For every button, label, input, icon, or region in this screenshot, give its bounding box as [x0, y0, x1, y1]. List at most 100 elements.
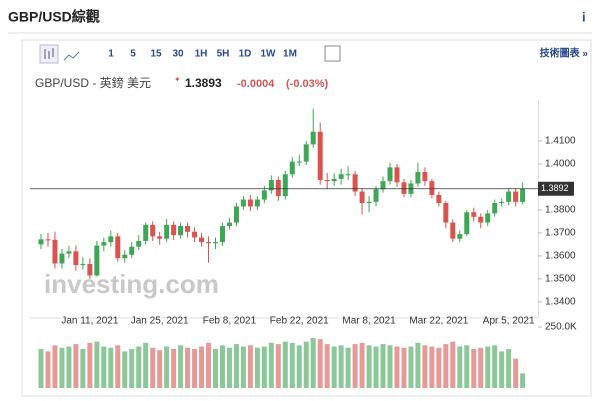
candle-body — [171, 224, 177, 236]
volume-bar — [206, 342, 212, 388]
candle-body — [45, 239, 51, 241]
alert-icon: ✦ — [174, 75, 181, 84]
x-tick-label: Feb 22, 2021 — [270, 316, 329, 327]
tech-chart-link[interactable]: 技術圖表 » — [540, 47, 589, 60]
candle-body — [268, 180, 274, 191]
x-tick-label: Mar 22, 2021 — [409, 316, 468, 327]
candle-body — [499, 201, 505, 204]
candle-body — [513, 191, 519, 202]
x-tick-label: Jan 11, 2021 — [61, 316, 119, 327]
candle-body — [380, 181, 386, 190]
candle-body — [415, 171, 421, 184]
candle-body — [66, 251, 72, 254]
candle-body — [296, 161, 302, 163]
last-price: 1.3893 — [185, 76, 222, 90]
candle-body — [324, 180, 330, 182]
price-axis — [538, 100, 539, 318]
volume-bar — [436, 347, 442, 388]
candle-body — [150, 224, 156, 237]
chart-panel — [21, 39, 592, 397]
candle-body — [80, 263, 86, 266]
price-label-box — [538, 181, 574, 196]
info-button[interactable]: i — [582, 9, 586, 24]
volume-bar — [485, 346, 491, 388]
volume-bar — [520, 373, 526, 388]
candle-body — [429, 181, 435, 195]
area-icon[interactable] — [63, 51, 80, 61]
interval-button[interactable]: 5 — [130, 49, 136, 60]
volume-bar — [73, 344, 79, 388]
candle-body — [422, 171, 428, 182]
candle-body — [192, 231, 198, 238]
interval-button[interactable]: 1W — [261, 49, 277, 60]
candle-body — [233, 206, 239, 223]
interval-button[interactable]: 15 — [150, 49, 162, 60]
volume-bar — [513, 358, 519, 388]
volume-bar — [108, 347, 114, 388]
volume-bar — [268, 342, 274, 388]
candle-body — [485, 213, 491, 223]
candle-body — [261, 190, 267, 200]
volume-bar — [45, 351, 51, 388]
volume-bar — [450, 341, 456, 388]
candle-body — [52, 239, 58, 264]
candle-body — [254, 199, 260, 207]
candle-body — [219, 226, 225, 243]
candle-body — [206, 242, 212, 244]
volume-bar — [185, 347, 191, 388]
interval-button[interactable]: 1H — [195, 49, 208, 60]
candle-body — [338, 174, 344, 179]
volume-bar — [164, 346, 170, 388]
x-tick-label: Jan 25, 2021 — [131, 316, 189, 327]
volume-bar — [457, 346, 463, 388]
volume-bar — [422, 345, 428, 388]
volume-bar — [506, 348, 512, 388]
volume-bar — [136, 346, 142, 388]
pair-name: GBP/USD - 英鎊 美元 — [35, 75, 151, 90]
volume-bar — [296, 345, 302, 388]
volume-bar — [443, 344, 449, 388]
volume-bar — [366, 345, 372, 388]
candle-body — [226, 222, 232, 227]
candle-body — [289, 161, 295, 175]
table-icon[interactable] — [324, 45, 341, 62]
y-tick-label: 1.3800 — [545, 205, 576, 216]
candle-body — [164, 224, 170, 239]
candle-body — [310, 131, 316, 145]
interval-button[interactable]: 1 — [108, 49, 114, 60]
interval-button[interactable]: 1M — [283, 49, 297, 60]
volume-bar — [122, 351, 128, 388]
volume-bar — [66, 346, 72, 388]
volume-bar — [317, 339, 323, 388]
candle-body — [87, 263, 93, 276]
interval-button[interactable]: 1D — [239, 49, 252, 60]
volume-bar — [150, 347, 156, 388]
volume-bar — [387, 345, 393, 388]
volume-bar — [199, 346, 205, 388]
volume-bar — [219, 345, 225, 388]
y-tick-label: 1.3600 — [545, 251, 576, 262]
volume-bar — [94, 341, 100, 388]
volume-bar — [178, 345, 184, 388]
candle-body — [366, 201, 372, 204]
candle-body — [157, 236, 163, 239]
volume-bar — [261, 346, 267, 388]
candle-body — [520, 188, 526, 202]
price-change: -0.0004 — [237, 78, 275, 90]
volume-bar — [429, 346, 435, 388]
volume-bar — [115, 345, 121, 388]
x-tick-label: Mar 8, 2021 — [342, 316, 396, 327]
volume-bar — [303, 341, 309, 388]
x-tick-label: Feb 8, 2021 — [203, 316, 257, 327]
volume-bar — [324, 344, 330, 388]
volume-bar — [171, 348, 177, 388]
candle-body — [275, 180, 281, 197]
candle-body — [331, 178, 337, 182]
volume-bar — [380, 344, 386, 388]
interval-button[interactable]: 30 — [172, 49, 184, 60]
volume-bar — [143, 342, 149, 388]
candle-body — [387, 167, 393, 182]
volume-bar — [282, 341, 288, 388]
interval-button[interactable]: 5H — [217, 49, 230, 60]
